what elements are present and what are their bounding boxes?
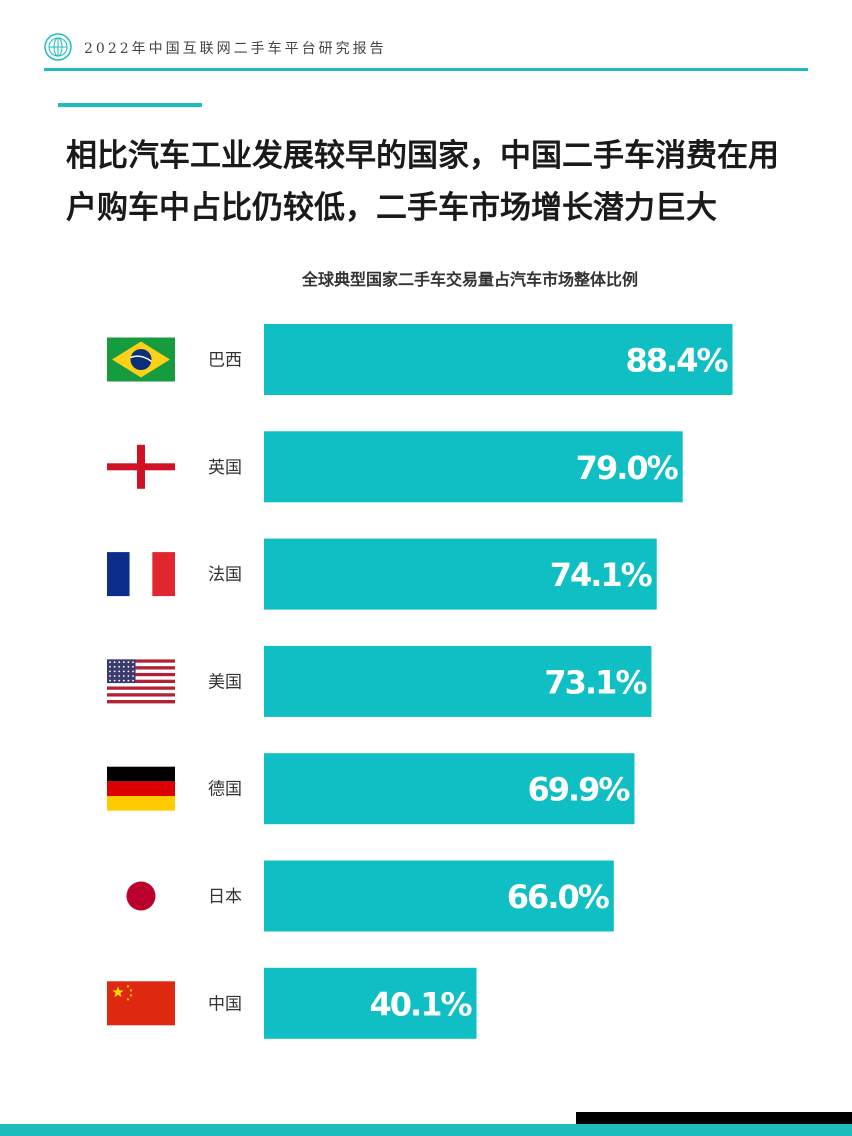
usa-flag-icon bbox=[107, 659, 175, 704]
bar-value-label: 79.0% bbox=[576, 449, 679, 487]
brazil-flag-icon bbox=[107, 337, 175, 382]
category-label: 中国 bbox=[208, 994, 242, 1014]
headline-line-1: 相比汽车工业发展较早的国家，中国二手车消费在用 bbox=[66, 138, 779, 174]
category-label: 巴西 bbox=[208, 351, 242, 371]
page-headline: 相比汽车工业发展较早的国家，中国二手车消费在用 户购车中占比仍较低，二手车市场增… bbox=[66, 130, 826, 234]
category-label: 英国 bbox=[208, 458, 242, 478]
footer-teal-bar bbox=[0, 1124, 852, 1136]
headline-line-2: 户购车中占比仍较低，二手车市场增长潜力巨大 bbox=[66, 190, 717, 226]
bar bbox=[264, 538, 657, 610]
bar bbox=[264, 967, 477, 1039]
category-label: 美国 bbox=[208, 672, 242, 692]
china-flag-icon bbox=[107, 981, 175, 1026]
category-label: 德国 bbox=[208, 780, 242, 800]
germany-flag-icon bbox=[107, 766, 175, 811]
report-title: 2022年中国互联网二手车平台研究报告 bbox=[84, 41, 387, 57]
category-label: 法国 bbox=[208, 565, 242, 585]
france-flag-icon bbox=[107, 552, 175, 597]
accent-divider bbox=[58, 103, 202, 107]
uk-flag-icon bbox=[107, 444, 175, 489]
bar bbox=[264, 431, 683, 503]
bar-value-label: 66.0% bbox=[507, 878, 610, 916]
bar bbox=[264, 324, 733, 395]
category-label: 日本 bbox=[208, 887, 242, 907]
bar bbox=[264, 645, 652, 717]
japan-flag-icon bbox=[107, 874, 175, 918]
bar bbox=[264, 753, 635, 825]
header-divider bbox=[44, 68, 808, 71]
bar-value-label: 40.1% bbox=[370, 985, 473, 1023]
footer-dark-bar bbox=[576, 1112, 852, 1124]
bar-value-label: 88.4% bbox=[626, 342, 729, 380]
bar-value-label: 69.9% bbox=[527, 771, 630, 809]
bar-value-label: 74.1% bbox=[550, 556, 653, 594]
bar-value-label: 73.1% bbox=[544, 663, 647, 701]
globe-logo-icon bbox=[44, 33, 72, 61]
chart-title: 全球典型国家二手车交易量占汽车市场整体比例 bbox=[301, 270, 638, 289]
bar bbox=[264, 860, 614, 932]
